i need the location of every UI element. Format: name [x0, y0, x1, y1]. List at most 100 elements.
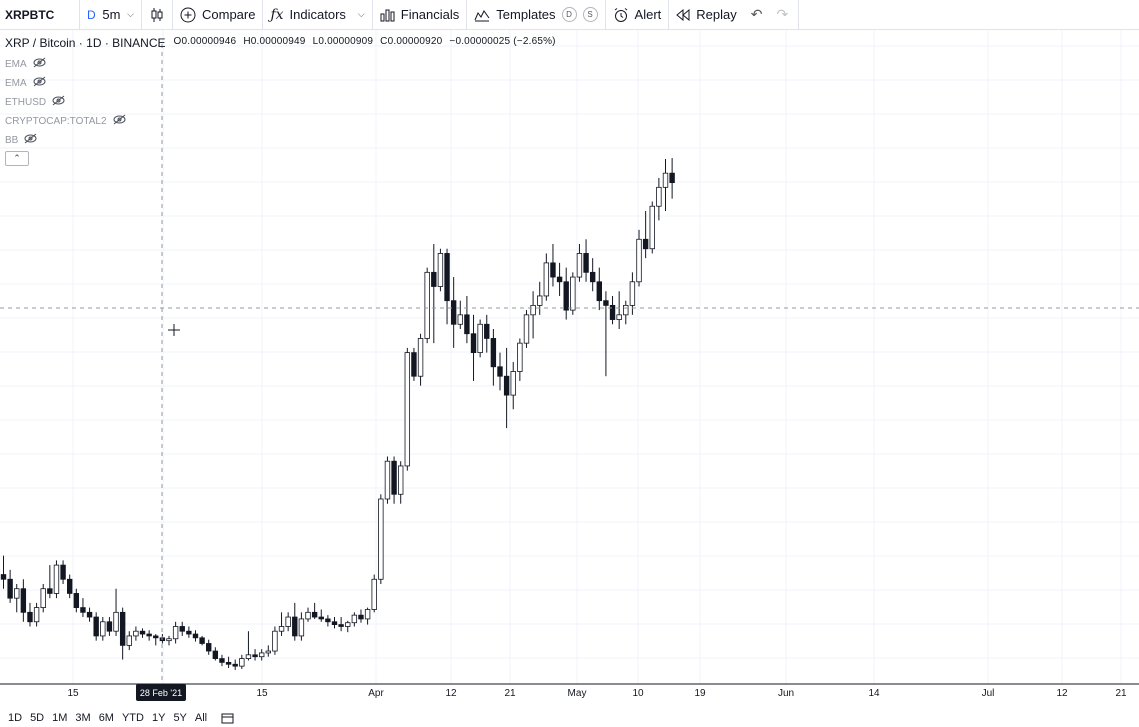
candle: [497, 352, 503, 391]
save-layout-badge[interactable]: D: [561, 7, 577, 22]
collapse-legend-button[interactable]: ⌃: [5, 151, 29, 166]
candle: [662, 159, 669, 211]
candle: [172, 621, 179, 644]
candle-body: [278, 626, 285, 632]
compare-button[interactable]: Compare: [173, 0, 264, 29]
candle: [20, 579, 27, 622]
time-axis-label: 21: [1115, 688, 1127, 699]
candle-body: [292, 616, 298, 637]
alarm-clock-icon: [613, 7, 629, 23]
cursor-cross-icon: [168, 324, 180, 336]
eye-hidden-icon[interactable]: [24, 133, 37, 147]
candle: [212, 647, 219, 661]
candle-body: [40, 588, 46, 608]
candle-body: [351, 614, 358, 624]
candle-body: [384, 460, 391, 500]
range-1m[interactable]: 1M: [52, 712, 68, 724]
candle: [424, 267, 430, 344]
candle-body: [550, 262, 556, 278]
candle-body: [371, 578, 377, 610]
range-1y[interactable]: 1Y: [151, 712, 166, 724]
redo-button[interactable]: ↷: [769, 0, 800, 29]
candle-body: [73, 593, 80, 609]
candle: [537, 281, 543, 315]
candle-body: [444, 253, 450, 302]
candle: [106, 617, 113, 636]
candle-body: [636, 238, 642, 283]
time-axis-label: 15: [256, 688, 268, 699]
candle-body: [133, 630, 139, 637]
candle: [325, 615, 331, 627]
candle-body: [325, 618, 331, 623]
range-5y[interactable]: 5Y: [173, 712, 187, 724]
symbol-search-button[interactable]: XRPBTC: [0, 0, 80, 29]
candle: [239, 654, 245, 669]
candle: [199, 635, 205, 646]
candle-body: [113, 611, 119, 632]
candle-body: [14, 588, 20, 599]
indicator-ethusd[interactable]: ETHUSD: [5, 95, 65, 109]
candle-body: [609, 304, 616, 320]
alert-button[interactable]: Alert: [606, 0, 670, 29]
candle: [331, 617, 338, 629]
candle: [298, 612, 305, 641]
candle-body: [345, 622, 351, 627]
range-1d[interactable]: 1D: [8, 712, 23, 724]
price-chart[interactable]: [0, 30, 1139, 712]
financials-label: Financials: [400, 7, 460, 22]
candle-body: [179, 626, 185, 632]
eye-hidden-icon[interactable]: [52, 95, 65, 109]
candle-body: [20, 588, 27, 613]
bar-chart-icon: [380, 8, 395, 22]
chart-style-button[interactable]: [142, 0, 173, 29]
indicators-button[interactable]: ƒx Indicators ⌵: [263, 0, 373, 29]
candle-body: [477, 323, 483, 354]
candle: [609, 295, 616, 325]
candle: [603, 291, 609, 377]
replay-button[interactable]: Replay: [669, 0, 743, 29]
candle: [47, 565, 53, 599]
time-axis-label: Jun: [777, 688, 795, 699]
indicator-ema-1[interactable]: EMA: [5, 57, 46, 71]
candle: [119, 607, 126, 660]
eye-hidden-icon[interactable]: [113, 114, 126, 128]
candle: [93, 612, 99, 641]
interval-selector[interactable]: D 5m ⌵: [80, 0, 142, 29]
range-all[interactable]: All: [194, 712, 208, 724]
compare-label: Compare: [202, 7, 256, 22]
candle-body: [431, 271, 437, 287]
range-ytd[interactable]: YTD: [121, 712, 144, 724]
eye-hidden-icon[interactable]: [33, 76, 46, 90]
indicator-total2[interactable]: CRYPTOCAP:TOTAL2: [5, 114, 126, 128]
candle-body: [272, 630, 278, 652]
candle-body: [33, 607, 40, 623]
share-badge[interactable]: S: [582, 7, 598, 22]
candle-body: [576, 253, 583, 278]
candle: [623, 300, 629, 325]
candle-body: [126, 635, 132, 646]
candle-body: [503, 375, 510, 396]
range-3m[interactable]: 3M: [75, 712, 91, 724]
candle: [484, 314, 490, 353]
eye-hidden-icon[interactable]: [33, 57, 46, 71]
indicator-bb[interactable]: BB: [5, 133, 37, 147]
indicator-ema-2[interactable]: EMA: [5, 76, 46, 90]
candle-body: [629, 281, 636, 306]
range-6m[interactable]: 6M: [98, 712, 114, 724]
candle-body: [603, 300, 609, 306]
range-5d[interactable]: 5D: [30, 712, 45, 724]
candle-body: [67, 578, 73, 594]
candle-body: [450, 300, 457, 325]
candles-layer: [0, 158, 675, 670]
top-toolbar: XRPBTC D 5m ⌵ Compare ƒx Indicators ⌵ Fi…: [0, 0, 1139, 30]
undo-button[interactable]: ↶: [744, 0, 770, 29]
financials-button[interactable]: Financials: [373, 0, 468, 29]
calendar-icon[interactable]: [207, 712, 234, 727]
templates-button[interactable]: Templates D S: [467, 0, 606, 29]
candle: [490, 329, 497, 386]
plus-circle-icon: [180, 7, 196, 23]
candle: [0, 555, 7, 589]
candle-body: [411, 352, 417, 377]
candle: [40, 583, 46, 613]
candle: [225, 656, 232, 669]
